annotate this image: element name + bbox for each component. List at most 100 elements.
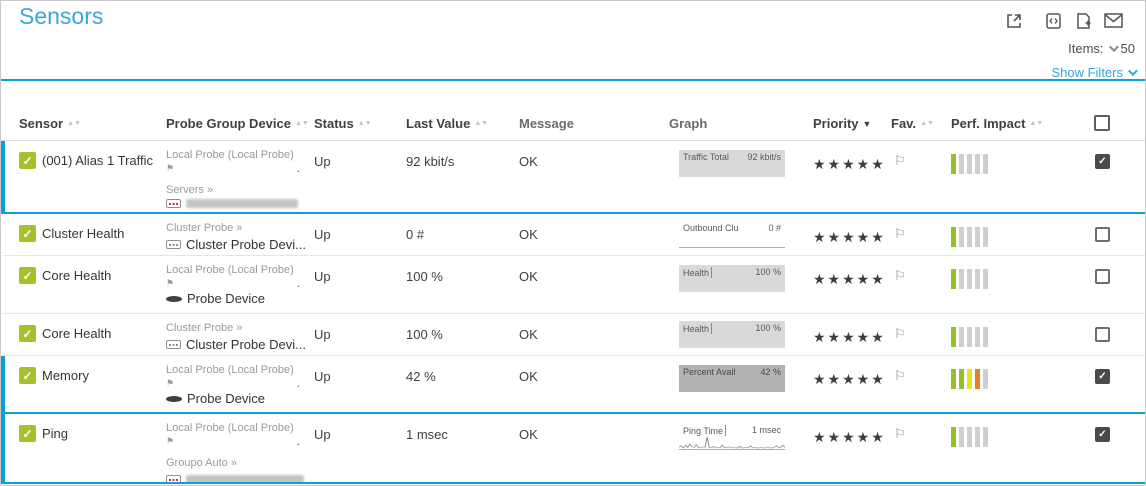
mini-graph[interactable]: Ping Time 1 msec — [679, 423, 785, 450]
page-title: Sensors — [19, 3, 104, 29]
sensor-cell: Core Health — [5, 256, 166, 313]
perf-impact-cell — [951, 256, 1056, 313]
last-value-cell: 0 # — [406, 227, 425, 242]
redacted-device-name[interactable] — [186, 199, 298, 208]
mini-graph[interactable]: Health 100 % — [679, 321, 785, 348]
show-filters-label: Show Filters — [1051, 65, 1123, 80]
status-cell: Up — [314, 427, 331, 442]
group-suffix: . — [296, 276, 300, 290]
probe-group-device-cell: Cluster Probe » Cluster Probe Devi... — [166, 314, 314, 355]
axis-tick — [711, 267, 713, 278]
row-checkbox[interactable] — [1095, 327, 1110, 342]
priority-stars[interactable]: ★★★★★ — [813, 329, 886, 345]
sensor-cell: Ping — [5, 414, 166, 482]
probe-label[interactable]: Local Probe (Local Probe) — [166, 422, 294, 434]
row-checkbox[interactable] — [1095, 154, 1110, 169]
message-cell: OK — [519, 154, 538, 169]
probe-label[interactable]: Local Probe (Local Probe) — [166, 364, 294, 376]
group-label[interactable]: Servers » — [166, 184, 214, 196]
probe-label[interactable]: Local Probe (Local Probe) — [166, 264, 294, 276]
priority-cell: ★★★★★ — [813, 256, 891, 313]
device-icon — [166, 474, 181, 482]
favorite-flag-icon[interactable]: ⚐ — [894, 268, 906, 283]
status-cell: Up — [314, 327, 331, 342]
device-icon — [166, 340, 181, 349]
show-filters-link[interactable]: Show Filters — [1051, 65, 1138, 80]
sensor-link[interactable]: Cluster Health — [42, 226, 125, 241]
probe-device-icon — [166, 395, 182, 402]
envelope-icon[interactable] — [1104, 11, 1123, 30]
priority-cell: ★★★★★ — [813, 314, 891, 355]
column-header-perf-impact[interactable]: Perf. Impact ▲▼ — [951, 116, 1044, 131]
device-link[interactable]: Probe Device — [187, 291, 266, 306]
mini-graph[interactable]: Traffic Total 92 kbit/s — [679, 150, 785, 177]
probe-label[interactable]: Cluster Probe » — [166, 322, 243, 334]
perf-impact-bars — [951, 327, 988, 347]
sort-arrows-icon: ▲▼ — [474, 119, 489, 127]
column-header-priority[interactable]: Priority ▼ — [813, 116, 872, 131]
flag-icon: ⚑ — [166, 378, 175, 388]
column-header-sensor[interactable]: Sensor ▲▼ — [19, 116, 81, 131]
last-value-cell: 100 % — [406, 269, 443, 284]
device-link[interactable]: Cluster Probe Devi... — [186, 237, 306, 252]
mini-graph[interactable]: Health 100 % — [679, 265, 785, 292]
group-label[interactable]: Groupo Auto » — [166, 457, 237, 469]
probe-device-icon — [166, 295, 182, 302]
status-cell: Up — [314, 269, 331, 284]
row-checkbox[interactable] — [1095, 369, 1110, 384]
sensor-link[interactable]: Core Health — [42, 268, 112, 283]
column-header-probe-group-device[interactable]: Probe Group Device ▲▼ — [166, 116, 309, 131]
mini-graph[interactable]: Outbound Clu 0 # — [679, 221, 785, 248]
device-link[interactable]: Cluster Probe Devi... — [186, 337, 306, 352]
message-cell: OK — [519, 327, 538, 342]
priority-stars[interactable]: ★★★★★ — [813, 429, 886, 445]
perf-impact-bars — [951, 269, 988, 289]
column-header-fav[interactable]: Fav. ▲▼ — [891, 116, 934, 131]
favorite-flag-icon[interactable]: ⚐ — [894, 153, 906, 168]
column-header-status[interactable]: Status ▲▼ — [314, 116, 372, 131]
sensor-link[interactable]: Memory — [42, 368, 89, 383]
priority-cell: ★★★★★ — [813, 356, 891, 412]
favorite-flag-icon[interactable]: ⚐ — [894, 326, 906, 341]
sensor-link[interactable]: (001) Alias 1 Traffic — [42, 153, 154, 168]
sort-arrows-icon: ▲▼ — [920, 119, 934, 127]
mini-graph[interactable]: Percent Avail 42 % — [679, 365, 785, 392]
device-suffix: . — [309, 472, 313, 482]
row-checkbox[interactable] — [1095, 427, 1110, 442]
probe-group-device-cell: Local Probe (Local Probe) ⚑. Groupo Auto… — [166, 414, 314, 482]
favorite-flag-icon[interactable]: ⚐ — [894, 368, 906, 383]
checkbox-cell — [1095, 414, 1145, 482]
favorite-flag-icon[interactable]: ⚐ — [894, 226, 906, 241]
table-row: (001) Alias 1 Traffic Local Probe (Local… — [1, 141, 1145, 214]
probe-group-device-cell: Local Probe (Local Probe) ⚑. Servers » — [166, 141, 314, 212]
file-plus-icon[interactable] — [1074, 11, 1093, 30]
fav-cell: ⚐ — [891, 356, 951, 412]
priority-stars[interactable]: ★★★★★ — [813, 229, 886, 245]
sensor-up-icon — [19, 152, 36, 169]
row-checkbox[interactable] — [1095, 269, 1110, 284]
redacted-device-name[interactable] — [186, 474, 304, 482]
sensor-link[interactable]: Core Health — [42, 326, 112, 341]
priority-stars[interactable]: ★★★★★ — [813, 271, 886, 287]
probe-group-device-cell: Cluster Probe » Cluster Probe Devi... — [166, 214, 314, 255]
probe-label[interactable]: Local Probe (Local Probe) — [166, 149, 294, 161]
priority-stars[interactable]: ★★★★★ — [813, 156, 886, 172]
column-header-last-value[interactable]: Last Value ▲▼ — [406, 116, 489, 131]
priority-stars[interactable]: ★★★★★ — [813, 371, 886, 387]
chevron-down-icon — [1127, 66, 1138, 77]
external-link-icon[interactable] — [1004, 11, 1023, 30]
probe-label[interactable]: Cluster Probe » — [166, 222, 243, 234]
items-per-page-control[interactable]: Items: 50 — [1068, 41, 1135, 56]
row-checkbox[interactable] — [1095, 227, 1110, 242]
sensor-up-icon — [19, 325, 36, 342]
code-file-icon[interactable] — [1044, 11, 1063, 30]
perf-impact-cell — [951, 214, 1056, 255]
perf-impact-bars — [951, 369, 988, 389]
favorite-flag-icon[interactable]: ⚐ — [894, 426, 906, 441]
sensor-link[interactable]: Ping — [42, 426, 69, 441]
priority-cell: ★★★★★ — [813, 141, 891, 212]
device-link[interactable]: Probe Device — [187, 391, 266, 406]
message-cell: OK — [519, 369, 538, 384]
select-all-checkbox[interactable] — [1094, 115, 1110, 131]
